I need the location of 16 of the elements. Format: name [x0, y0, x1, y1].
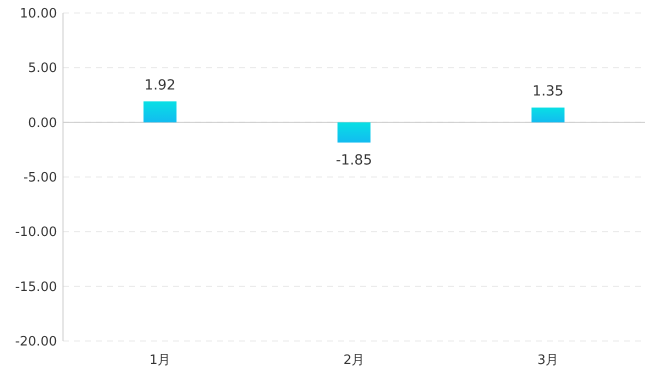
y-tick-label: -10.00: [15, 225, 57, 240]
y-tick-label: 5.00: [28, 61, 57, 76]
x-tick-label: 3月: [537, 353, 559, 368]
x-tick-label: 1月: [149, 353, 171, 368]
y-tick-label: -15.00: [15, 280, 57, 295]
bar: [532, 108, 564, 122]
data-label: 1.35: [532, 84, 564, 100]
x-tick-label: 2月: [343, 353, 365, 368]
y-tick-label: 0.00: [28, 116, 57, 131]
bar: [144, 101, 176, 122]
y-tick-label: 10.00: [20, 6, 57, 22]
bar: [338, 122, 370, 143]
data-label: -1.85: [336, 152, 372, 169]
y-tick-label: -5.00: [23, 170, 57, 186]
y-tick-label: -20.00: [15, 334, 57, 350]
data-label: 1.92: [144, 77, 176, 94]
